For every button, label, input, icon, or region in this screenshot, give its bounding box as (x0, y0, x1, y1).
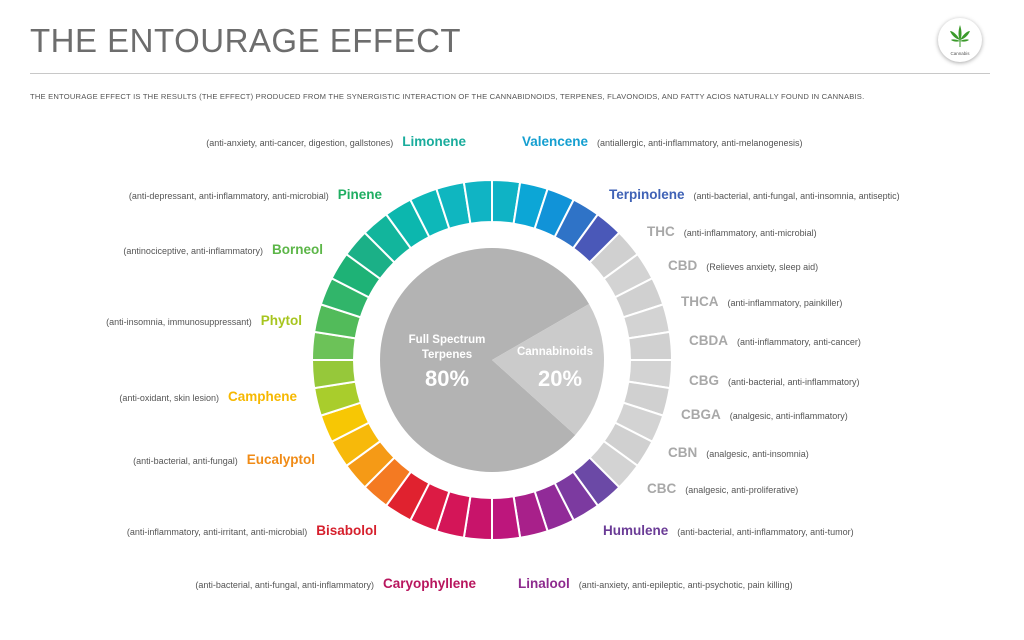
chart-label-pinene: (anti-depressant, anti-inflammatory, ant… (129, 187, 382, 203)
chart-label-thca: THCA (anti-inflammatory, painkiller) (681, 294, 842, 310)
chart-label-cbda: CBDA (anti-inflammatory, anti-cancer) (689, 333, 861, 349)
badge-text: Cannabis (950, 51, 970, 56)
label-description: (anti-bacterial, anti-fungal, anti-insom… (693, 191, 900, 201)
label-name: CBN (668, 445, 698, 460)
label-description: (anti-inflammatory, anti-irritant, anti-… (126, 527, 308, 537)
label-description: (analgesic, anti-inflammatory) (729, 411, 848, 421)
chart-label-linalool: Linalool (anti-anxiety, anti-epileptic, a… (518, 576, 793, 592)
title-divider (30, 73, 990, 74)
chart-label-bisabolol: (anti-inflammatory, anti-irritant, anti-… (127, 523, 377, 539)
chart-label-thc: THC (anti-inflammatory, anti-microbial) (647, 224, 817, 240)
label-description: (analgesic, anti-proliferative) (685, 485, 799, 495)
label-name: Pinene (337, 187, 382, 202)
label-name: Terpinolene (609, 187, 685, 202)
chart-label-cbd: CBD (Relieves anxiety, sleep aid) (668, 258, 818, 274)
chart-label-cbn: CBN (analgesic, anti-insomnia) (668, 445, 809, 461)
label-description: (anti-inflammatory, anti-microbial) (683, 228, 817, 238)
label-name: CBC (647, 481, 677, 496)
label-description: (antiallergic, anti-inflammatory, anti-m… (597, 138, 803, 148)
label-description: (anti-insomnia, immunosuppressant) (106, 317, 252, 327)
pie-slice-terpenes (380, 248, 589, 472)
label-description: (antinociceptive, anti-inflammatory) (123, 246, 263, 256)
label-description: (anti-bacterial, anti-fungal, anti-infla… (195, 580, 374, 590)
label-name: Borneol (271, 242, 323, 257)
terpenes-value: 80% (425, 366, 469, 391)
label-name: CBG (689, 373, 719, 388)
chart-label-valencene: Valencene (antiallergic, anti-inflammator… (522, 134, 802, 150)
cannabis-badge: Cannabis (938, 18, 982, 62)
label-name: Eucalyptol (246, 452, 315, 467)
label-description: (Relieves anxiety, sleep aid) (706, 262, 819, 272)
label-name: Caryophyllene (382, 576, 476, 591)
page-subtitle: THE ENTOURAGE EFFECT IS THE RESULTS (THE… (30, 92, 865, 101)
label-description: (anti-anxiety, anti-epileptic, anti-psyc… (578, 580, 793, 590)
chart-label-borneol: (antinociceptive, anti-inflammatory) Born… (123, 242, 323, 258)
label-name: CBDA (689, 333, 728, 348)
label-name: THC (647, 224, 675, 239)
label-name: CBGA (681, 407, 721, 422)
label-name: Bisabolol (316, 523, 377, 538)
chart-label-cbga: CBGA (analgesic, anti-inflammatory) (681, 407, 848, 423)
label-name: THCA (681, 294, 719, 309)
label-description: (anti-bacterial, anti-inflammatory) (728, 377, 860, 387)
chart-label-phytol: (anti-insomnia, immunosuppressant) Phytol (106, 313, 302, 329)
label-name: Limonene (402, 134, 466, 149)
chart-label-limonene: (anti-anxiety, anti-cancer, digestion, g… (206, 134, 466, 150)
label-description: (anti-inflammatory, painkiller) (727, 298, 843, 308)
label-description: (anti-oxidant, skin lesion) (119, 393, 219, 403)
cannabinoids-value: 20% (538, 366, 582, 391)
chart-label-terpinolene: Terpinolene (anti-bacterial, anti-fungal,… (609, 187, 900, 203)
label-description: (anti-bacterial, anti-inflammatory, anti… (677, 527, 854, 537)
label-name: Humulene (603, 523, 669, 538)
inner-pie (380, 248, 605, 472)
cannabis-leaf-icon (950, 25, 970, 47)
label-description: (anti-anxiety, anti-cancer, digestion, g… (206, 138, 394, 148)
label-name: Linalool (518, 576, 570, 591)
page-title: THE ENTOURAGE EFFECT (30, 22, 462, 59)
cannabinoids-label: Cannabinoids (517, 346, 593, 358)
chart-label-humulene: Humulene (anti-bacterial, anti-inflammato… (603, 523, 854, 539)
chart-label-caryophyllene: (anti-bacterial, anti-fungal, anti-infla… (195, 576, 476, 592)
label-name: Phytol (260, 313, 302, 328)
label-description: (anti-inflammatory, anti-cancer) (737, 337, 861, 347)
label-description: (anti-depressant, anti-inflammatory, ant… (128, 191, 329, 201)
pie-slice-cannabinoids (492, 304, 605, 435)
chart-label-camphene: (anti-oxidant, skin lesion) Camphene (119, 389, 297, 405)
chart-label-cbg: CBG (anti-bacterial, anti-inflammatory) (689, 373, 860, 389)
chart-label-eucalyptol: (anti-bacterial, anti-fungal) Eucalyptol (133, 452, 315, 468)
label-name: CBD (668, 258, 698, 273)
terpenes-label: Full Spectrum (409, 334, 486, 346)
inner-pie-labels: Full Spectrum Terpenes 80% Cannabinoids 20% (409, 334, 593, 391)
label-name: Camphene (227, 389, 297, 404)
color-ring (310, 178, 674, 542)
label-description: (analgesic, anti-insomnia) (706, 449, 809, 459)
chart-label-cbc: CBC (analgesic, anti-proliferative) (647, 481, 798, 497)
label-name: Valencene (522, 134, 589, 149)
ring-segment (462, 178, 493, 225)
label-description: (anti-bacterial, anti-fungal) (133, 456, 238, 466)
terpenes-label: Terpenes (422, 349, 472, 361)
